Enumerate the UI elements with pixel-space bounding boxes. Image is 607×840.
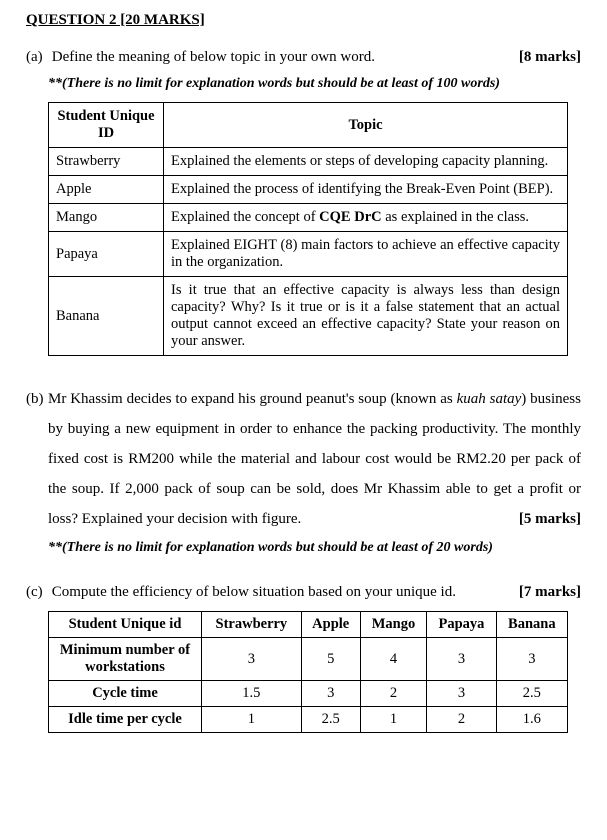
topic-text: Explained the process of identifying the… [164, 176, 568, 204]
eff-cell: 2.5 [496, 681, 567, 707]
eff-cell: 2 [360, 681, 427, 707]
eff-cell: 2 [427, 707, 496, 733]
part-b-label: (b) [26, 384, 48, 534]
table-row: Minimum number of workstations 3 5 4 3 3 [49, 638, 568, 681]
eff-cell: 1.5 [202, 681, 302, 707]
part-b-note: **(There is no limit for explanation wor… [48, 540, 581, 556]
topic-id: Mango [49, 204, 164, 232]
eff-row-label: Minimum number of workstations [49, 638, 202, 681]
eff-cell: 3 [202, 638, 302, 681]
part-a-note: **(There is no limit for explanation wor… [48, 76, 581, 92]
question-title: QUESTION 2 [20 MARKS] [26, 12, 581, 29]
eff-cell: 4 [360, 638, 427, 681]
eff-header: Papaya [427, 612, 496, 638]
topic-header-topic: Topic [164, 103, 568, 148]
part-c-label: (c) [26, 584, 48, 601]
table-row: Cycle time 1.5 3 2 3 2.5 [49, 681, 568, 707]
eff-cell: 3 [496, 638, 567, 681]
eff-cell: 2.5 [301, 707, 360, 733]
part-a: (a) Define the meaning of below topic in… [26, 49, 581, 356]
topic-id: Banana [49, 277, 164, 356]
topic-text: Is it true that an effective capacity is… [164, 277, 568, 356]
part-c-header: (c) Compute the efficiency of below situ… [26, 584, 581, 601]
table-row: Banana Is it true that an effective capa… [49, 277, 568, 356]
eff-cell: 1 [360, 707, 427, 733]
table-row: Strawberry Explained the elements or ste… [49, 148, 568, 176]
part-c-text: Compute the efficiency of below situatio… [52, 584, 456, 600]
topic-id: Papaya [49, 232, 164, 277]
eff-header: Strawberry [202, 612, 302, 638]
part-c: (c) Compute the efficiency of below situ… [26, 584, 581, 733]
part-a-header: (a) Define the meaning of below topic in… [26, 49, 581, 66]
eff-cell: 3 [427, 681, 496, 707]
part-b: (b) Mr Khassim decides to expand his gro… [26, 384, 581, 556]
topic-id: Strawberry [49, 148, 164, 176]
eff-row-label: Idle time per cycle [49, 707, 202, 733]
table-row: Student Unique ID Topic [49, 103, 568, 148]
eff-cell: 3 [427, 638, 496, 681]
eff-cell: 1.6 [496, 707, 567, 733]
part-c-marks: [7 marks] [519, 584, 581, 601]
part-b-body: Mr Khassim decides to expand his ground … [48, 384, 581, 534]
part-b-text: Mr Khassim decides to expand his ground … [48, 391, 581, 527]
eff-header: Student Unique id [49, 612, 202, 638]
eff-cell: 3 [301, 681, 360, 707]
table-row: Student Unique id Strawberry Apple Mango… [49, 612, 568, 638]
part-a-label: (a) [26, 49, 48, 66]
topic-table: Student Unique ID Topic Strawberry Expla… [48, 102, 568, 356]
efficiency-table: Student Unique id Strawberry Apple Mango… [48, 611, 568, 733]
eff-header: Banana [496, 612, 567, 638]
topic-id: Apple [49, 176, 164, 204]
table-row: Papaya Explained EIGHT (8) main factors … [49, 232, 568, 277]
topic-header-id: Student Unique ID [49, 103, 164, 148]
table-row: Idle time per cycle 1 2.5 1 2 1.6 [49, 707, 568, 733]
part-a-marks: [8 marks] [519, 49, 581, 66]
eff-row-label: Cycle time [49, 681, 202, 707]
part-a-text: Define the meaning of below topic in you… [52, 49, 375, 65]
eff-cell: 5 [301, 638, 360, 681]
eff-header: Mango [360, 612, 427, 638]
topic-text: Explained the concept of CQE DrC as expl… [164, 204, 568, 232]
topic-text: Explained EIGHT (8) main factors to achi… [164, 232, 568, 277]
table-row: Apple Explained the process of identifyi… [49, 176, 568, 204]
page: QUESTION 2 [20 MARKS] (a) Define the mea… [0, 0, 607, 840]
eff-header: Apple [301, 612, 360, 638]
table-row: Mango Explained the concept of CQE DrC a… [49, 204, 568, 232]
eff-cell: 1 [202, 707, 302, 733]
topic-text: Explained the elements or steps of devel… [164, 148, 568, 176]
part-b-marks: [5 marks] [519, 504, 581, 534]
